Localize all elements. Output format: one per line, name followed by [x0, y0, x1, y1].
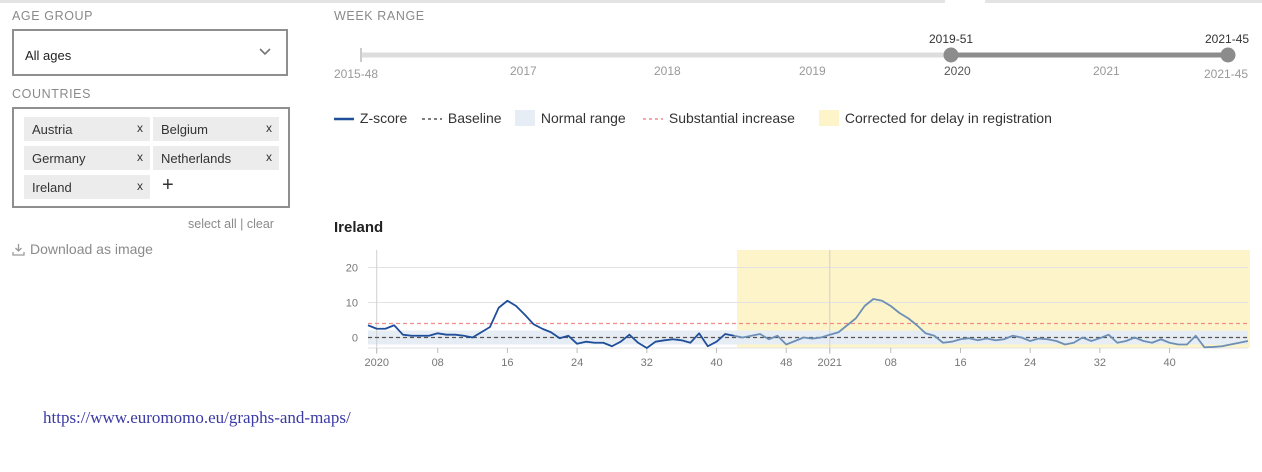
remove-austria-icon[interactable]: x [137, 121, 143, 135]
zscore-corrected-line [733, 298, 1249, 349]
country-name: Netherlands [161, 151, 232, 166]
slider-end-marker: 2021-45 [1205, 32, 1250, 46]
slider-start-handle[interactable] [943, 47, 959, 63]
add-country-icon[interactable]: + [162, 174, 174, 196]
chart-title: Ireland [334, 219, 384, 236]
x-tick-label: 24 [1024, 357, 1036, 369]
x-tick-label: 24 [571, 357, 583, 369]
corrected-swatch [819, 110, 839, 126]
week-range-slider[interactable] [0, 0, 1262, 100]
age-group-label: AGE GROUP [12, 9, 94, 23]
source-url[interactable]: https://www.euromomo.eu/graphs-and-maps/ [43, 408, 351, 427]
remove-ireland-icon[interactable]: x [137, 179, 143, 193]
slider-tick: 2015-48 [334, 67, 379, 81]
remove-netherlands-icon[interactable]: x [266, 150, 272, 164]
x-tick-label: 40 [1163, 357, 1175, 369]
top-divider [0, 0, 1262, 3]
slider-start-marker: 2019-51 [929, 32, 974, 46]
x-tick-label: 40 [710, 357, 722, 369]
x-tick-label: 2020 [364, 357, 388, 369]
legend-zscore: Z-score [334, 110, 407, 126]
slider-tick: 2017 [510, 64, 537, 78]
slider-tick: 2021 [1093, 64, 1120, 78]
legend-substantial-increase-label: Substantial increase [668, 110, 795, 126]
x-tick-label: 32 [1094, 357, 1106, 369]
download-icon [12, 244, 25, 256]
slider-tick: 2020 [944, 64, 971, 78]
select-links: select all | clear [188, 217, 274, 231]
legend-normal-range-label: Normal range [540, 110, 626, 126]
slider-end-handle[interactable] [1220, 47, 1236, 63]
remove-belgium-icon[interactable]: x [266, 121, 272, 135]
x-tick-label: 2021 [818, 357, 842, 369]
zscore-swatch [334, 117, 354, 121]
y-tick-label: 20 [346, 263, 358, 275]
download-label: Download as image [30, 241, 153, 257]
x-tick-label: 48 [780, 357, 792, 369]
age-group-value: All ages [25, 48, 72, 63]
country-name: Germany [32, 151, 86, 166]
legend-substantial-increase: Substantial increase [643, 110, 795, 126]
country-chip-netherlands: Netherlands x [153, 146, 279, 170]
slider-tick: 2018 [654, 64, 681, 78]
chevron-down-icon [259, 48, 271, 56]
week-range-label: WEEK RANGE [334, 9, 425, 23]
age-group-select[interactable]: All ages [12, 29, 288, 76]
y-tick-label: 10 [346, 298, 358, 310]
link-separator: | [240, 217, 244, 231]
x-tick-label: 16 [501, 357, 513, 369]
x-tick-label: 32 [641, 357, 653, 369]
countries-label: COUNTRIES [12, 87, 92, 101]
baseline-swatch [422, 118, 442, 120]
countries-multiselect[interactable]: Austria x Belgium x Germany x Netherland… [12, 107, 290, 208]
country-chip-austria: Austria x [24, 117, 150, 141]
slider-tick: 2019 [799, 64, 826, 78]
x-tick-label: 16 [954, 357, 966, 369]
substantial-increase-swatch [643, 118, 663, 120]
legend-normal-range: Normal range [515, 110, 626, 126]
remove-germany-icon[interactable]: x [137, 150, 143, 164]
slider-tick: 2021-45 [1204, 67, 1249, 81]
country-chip-belgium: Belgium x [153, 117, 279, 141]
clear-link[interactable]: clear [246, 217, 274, 231]
zscore-line [367, 299, 735, 349]
top-divider-notch [945, 0, 985, 3]
x-tick-label: 08 [885, 357, 897, 369]
country-name: Ireland [32, 180, 72, 195]
country-chip-germany: Germany x [24, 146, 150, 170]
country-name: Belgium [161, 122, 208, 137]
legend-baseline-label: Baseline [447, 110, 502, 126]
legend-corrected: Corrected for delay in registration [819, 110, 1052, 126]
country-chip-ireland: Ireland x [24, 175, 150, 199]
legend-zscore-label: Z-score [359, 110, 408, 126]
legend-corrected-label: Corrected for delay in registration [844, 110, 1052, 126]
download-image-button[interactable]: Download as image [12, 241, 153, 257]
normal-range-swatch [515, 110, 535, 126]
x-tick-label: 08 [432, 357, 444, 369]
legend-baseline: Baseline [422, 110, 502, 126]
y-tick-label: 0 [352, 333, 358, 345]
country-name: Austria [32, 122, 73, 137]
select-all-link[interactable]: select all [188, 217, 237, 231]
